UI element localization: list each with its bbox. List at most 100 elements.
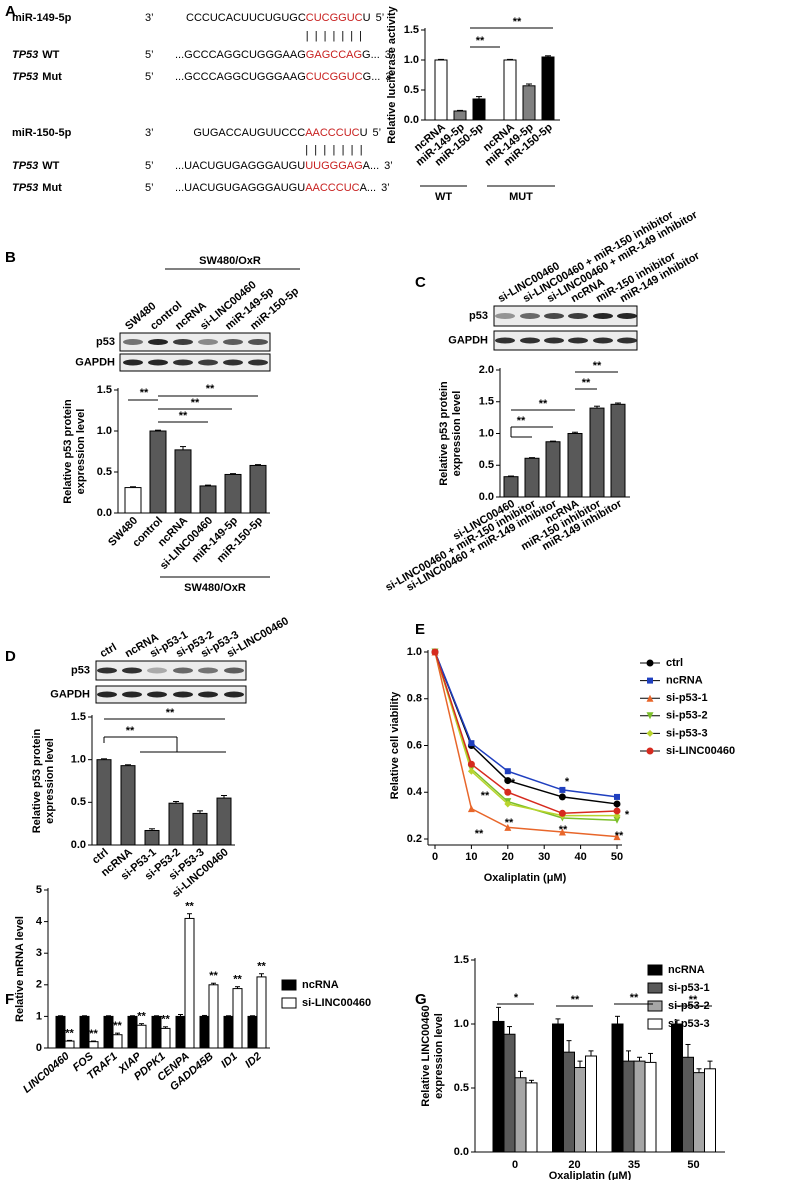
bar [160, 1027, 171, 1049]
row-label: miR-150-5p [12, 127, 72, 139]
bar [525, 1082, 538, 1153]
y-tick-label: 1.0 [404, 54, 419, 66]
x-tick-label: 50 [611, 851, 623, 863]
significance: ** [513, 16, 522, 28]
sequence: ...UACUGUGAGGGAUGUUUGGGAGA... [175, 160, 379, 172]
bar [247, 1015, 258, 1049]
y-axis-title: Relative p53 protein [31, 728, 43, 833]
significance: ** [113, 1020, 122, 1032]
y-tick-label: 2 [36, 979, 42, 991]
x-axis-title: Oxaliplatin (μM) [484, 872, 567, 884]
y-tick-label: 1.0 [479, 427, 494, 439]
end-label: 3’ [384, 160, 393, 172]
bar [611, 1023, 624, 1153]
significance: ** [582, 377, 591, 389]
legend-marker [647, 677, 653, 684]
x-tick-label: ID1 [219, 1050, 240, 1070]
bar [644, 1061, 657, 1153]
bar [175, 1015, 186, 1049]
legend-label: si-LINC00460 [666, 745, 735, 757]
end-label: 5’ [145, 160, 154, 172]
bar [453, 110, 467, 121]
panel-label: C [415, 274, 426, 291]
blot-band [223, 359, 243, 366]
sequence-part: CCCUCACUUCUGUGC [186, 12, 306, 24]
y-tick-label: 4 [36, 916, 43, 928]
end-label: 3’ [145, 127, 154, 139]
blot-strip [493, 330, 638, 351]
end-label: 5’ [145, 49, 154, 61]
point [504, 823, 512, 831]
y-tick-label: 0.5 [71, 796, 86, 808]
y-tick-label: 1.5 [71, 711, 86, 723]
blot-band [147, 667, 167, 674]
seed-region: AACCCUC [305, 127, 359, 139]
x-tick-label: 20 [568, 1159, 580, 1171]
legend-label: ncRNA [668, 964, 705, 976]
y-tick-label: 1.0 [454, 1018, 469, 1030]
sequence-part: A... [360, 182, 377, 194]
blot-strip [119, 332, 271, 352]
bar [88, 1041, 99, 1049]
bar [232, 988, 243, 1049]
blot-band [198, 339, 218, 345]
sequence: ...GCCCAGGCUGGGAAGGAGCCAGG... [175, 49, 380, 61]
bar [149, 430, 167, 514]
sequence: ...GCCCAGGCUGGGAAGCUCGGUCG... [175, 71, 380, 83]
y-axis-title: expression level [451, 391, 463, 477]
sequence-part: A... [363, 160, 380, 172]
bar [682, 1056, 694, 1153]
legend-marker [646, 659, 654, 667]
bar [184, 917, 195, 1049]
blot-band [520, 337, 540, 344]
bar [199, 1015, 210, 1049]
y-axis-title: Relative p53 protein [62, 399, 74, 504]
significance: ** [179, 410, 188, 422]
sequence-part: ...GCCCAGGCUGGGAAG [175, 49, 306, 61]
significance: ** [559, 824, 568, 836]
legend-label: ncRNA [302, 979, 339, 991]
blot-band [520, 313, 540, 319]
seed-region: GAGCCAG [306, 49, 362, 61]
bar [503, 476, 519, 498]
significance: ** [209, 970, 218, 982]
blot-band [593, 313, 613, 319]
blot-band [617, 337, 637, 344]
bar [589, 407, 605, 498]
y-tick-label: 1.5 [97, 384, 112, 396]
row-name: WT [42, 160, 59, 172]
y-tick-label: 0.5 [404, 84, 419, 96]
significance: ** [257, 961, 266, 973]
x-tick-label: 30 [538, 851, 550, 863]
blot-band [97, 667, 117, 674]
blot-header: SW480/OxR [199, 255, 261, 267]
x-tick-label: LINC00460 [21, 1050, 72, 1096]
legend-swatch [647, 982, 663, 994]
legend-swatch [281, 979, 297, 991]
row-label: TP53 Mut [12, 71, 62, 83]
seed-region: CUCGGUC [306, 12, 363, 24]
y-tick-label: 1.0 [71, 754, 86, 766]
blot-band [544, 337, 564, 344]
x-tick-label: ID2 [243, 1050, 264, 1070]
point [558, 828, 566, 836]
sequence: GUGACCAUGUUCCCAACCCUCU [193, 127, 367, 139]
legend-marker [646, 694, 654, 702]
bar [503, 1033, 516, 1153]
bar [199, 485, 217, 514]
blot-band [148, 359, 168, 366]
significance: ** [630, 992, 639, 1004]
blot-band [568, 313, 588, 319]
blot-band [223, 339, 243, 345]
significance: ** [185, 901, 194, 913]
x-tick-label: 10 [465, 851, 477, 863]
significance: ** [65, 1027, 74, 1039]
significance: ** [166, 707, 175, 719]
significance: * [625, 809, 630, 821]
seed-region: UUGGGAG [305, 160, 362, 172]
x-tick-label: 40 [574, 851, 586, 863]
end-label: 3’ [385, 49, 394, 61]
sequence-part: G... [363, 71, 381, 83]
blot-band [198, 667, 218, 674]
